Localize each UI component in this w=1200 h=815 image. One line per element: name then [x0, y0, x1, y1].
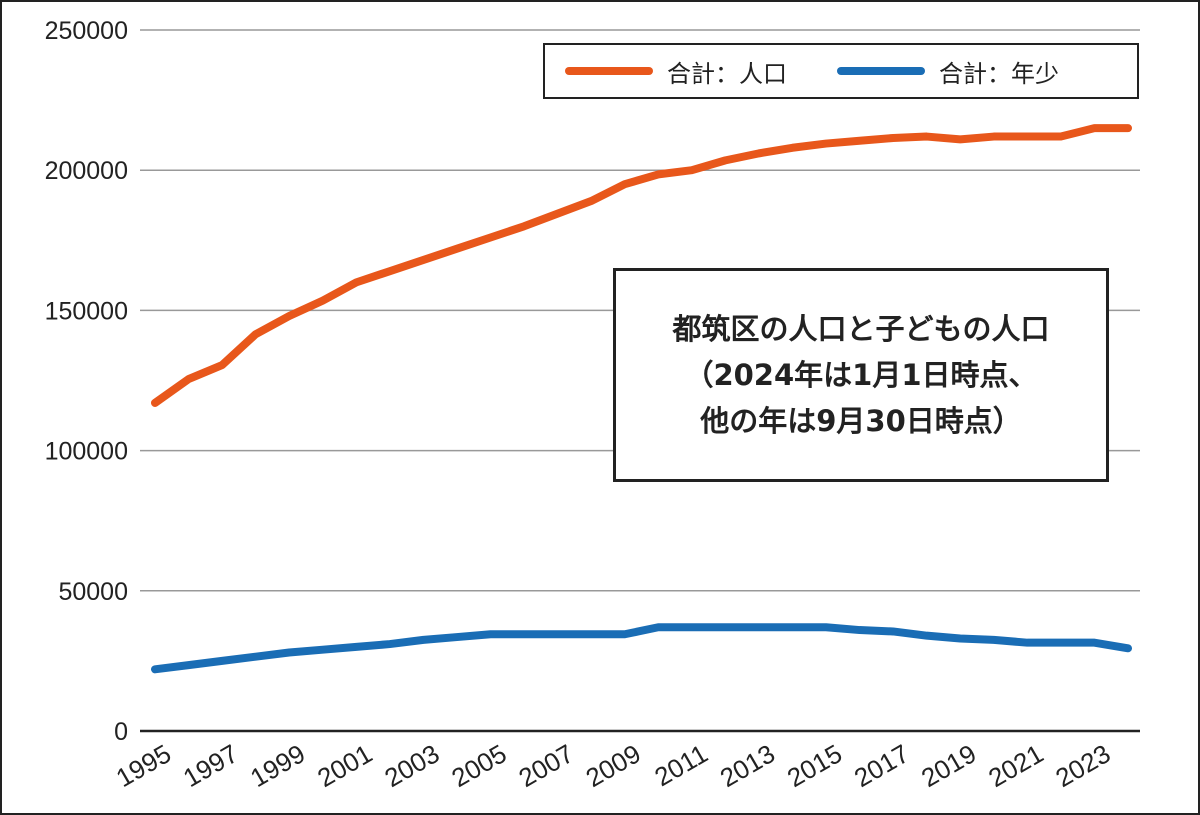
chart-title-line-2: （2024年は1月1日時点、: [684, 358, 1038, 392]
x-tick-label: 2007: [514, 738, 579, 793]
y-tick-label: 100000: [45, 438, 128, 466]
legend-swatch-children: [837, 67, 925, 75]
series-line-population: [151, 124, 1132, 407]
x-tick-label: 2003: [379, 738, 444, 793]
legend-item-children: 合計：年少: [837, 54, 1059, 89]
x-tick-label: 2005: [446, 738, 511, 793]
series-line-children: [151, 623, 1132, 674]
chart-title-box: 都筑区の人口と子どもの人口 （2024年は1月1日時点、 他の年は9月30日時点…: [613, 268, 1109, 482]
x-tick-label: 2017: [849, 738, 914, 793]
y-tick-label: 250000: [45, 17, 128, 45]
legend: 合計：人口 合計：年少: [543, 43, 1139, 99]
x-tick-label: 2013: [715, 738, 780, 793]
x-tick-label: 2015: [782, 738, 847, 793]
legend-swatch-population: [565, 67, 653, 75]
legend-label-population: 合計：人口: [667, 59, 787, 88]
x-tick-label: 2021: [983, 738, 1048, 793]
x-tick-label: 2001: [312, 738, 377, 793]
x-tick-label: 1995: [111, 738, 176, 793]
x-tick-label: 2023: [1050, 738, 1115, 793]
y-tick-label: 0: [114, 718, 128, 746]
x-tick-label: 2009: [581, 738, 646, 793]
legend-item-population: 合計：人口: [565, 54, 787, 89]
x-tick-label: 2019: [916, 738, 981, 793]
y-tick-label: 150000: [45, 297, 128, 325]
chart-title-line-3: 他の年は9月30日時点）: [700, 404, 1022, 438]
y-tick-label: 200000: [45, 157, 128, 185]
chart-title-line-1: 都筑区の人口と子どもの人口: [672, 312, 1050, 346]
legend-label-children: 合計：年少: [939, 59, 1059, 88]
x-tick-label: 2011: [649, 738, 712, 792]
y-tick-label: 50000: [58, 578, 128, 606]
x-tick-label: 1997: [178, 738, 243, 793]
x-tick-label: 1999: [245, 738, 310, 793]
